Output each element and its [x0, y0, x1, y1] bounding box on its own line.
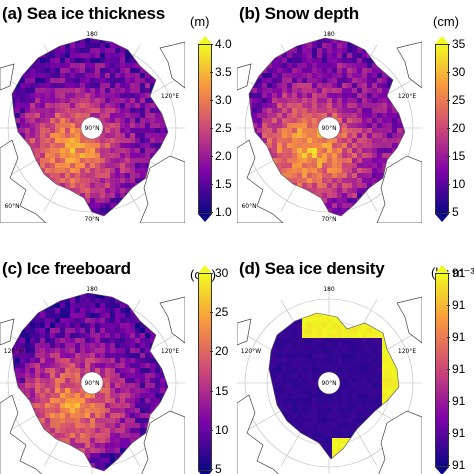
latitude-60n-label: 60°N: [4, 203, 19, 210]
colorbar-max-arrow: [435, 36, 449, 44]
map-panel-b: 90°N 180 120°E 70°N 60°N: [237, 31, 422, 223]
colorbar-tick-label: 30: [452, 65, 466, 79]
meridian-120w-label: 120°W: [241, 348, 261, 355]
colorbar-tick-label: 91: [452, 330, 466, 344]
colorbar-tick-mark: [447, 184, 450, 185]
colorbar-max-arrow: [198, 36, 212, 44]
colorbar-tick-label: 2.5: [215, 121, 232, 135]
meridian-180-label: 180: [323, 286, 335, 293]
pole-label: 90°N: [321, 380, 336, 387]
colorbar-tick-label: 5: [452, 205, 459, 219]
latitude-60n-label: 60°N: [241, 203, 256, 210]
latitude-70n-label: 70°N: [321, 216, 336, 223]
panel-title: (d) Sea ice density: [239, 259, 385, 278]
colorbar-tick-label: 2.0: [215, 149, 232, 163]
colorbar-tick-label: 10: [452, 177, 466, 191]
colorbar-tick-label: 5: [215, 462, 222, 474]
map-panel-a: 90°N 180 120°E 70°N 60°N: [0, 31, 185, 223]
colorbar-gradient: [435, 44, 449, 214]
colorbar-tick-mark: [210, 273, 213, 274]
colorbar-min-arrow: [198, 471, 212, 474]
meridian-180-label: 180: [86, 286, 98, 293]
meridian-120w-label: 120°W: [4, 348, 24, 355]
meridian-120e-label: 120°E: [398, 93, 416, 100]
pole-label: 90°N: [84, 125, 99, 132]
panel-b: (b) Snow depth 90°N 180 120°E 70°N 60°N (cm)…: [237, 0, 474, 237]
colorbar-tick-mark: [210, 390, 213, 392]
colorbar-min-arrow: [198, 214, 212, 222]
colorbar-tick-mark: [447, 100, 450, 101]
meridian-180-label: 180: [86, 31, 98, 38]
colorbar-tick-label: 91: [452, 298, 466, 312]
panel-a: (a) Sea ice thickness 90°N 180 120°E 70°N 60…: [0, 0, 237, 237]
panel-title: (c) Ice freeboard: [2, 259, 131, 278]
colorbar-min-arrow: [435, 214, 449, 222]
colorbar-tick-label: 91: [452, 426, 466, 440]
colorbar-tick-mark: [210, 351, 213, 353]
colorbar-max-arrow: [198, 265, 212, 273]
colorbar-tick-mark: [447, 128, 450, 129]
colorbar-tick-mark: [210, 184, 213, 185]
colorbar-tick-label: 30: [215, 266, 229, 280]
meridian-180-label: 180: [323, 31, 335, 38]
colorbar-tick-mark: [447, 44, 450, 45]
colorbar-tick-label: 10: [215, 422, 229, 437]
colorbar-tick-label: 3.5: [215, 65, 232, 79]
colorbar-tick-mark: [447, 401, 450, 402]
colorbar-tick-mark: [210, 429, 213, 431]
colorbar-tick-mark: [447, 337, 450, 338]
panel-title: (b) Snow depth: [239, 4, 359, 23]
colorbar-tick-mark: [447, 212, 450, 213]
colorbar-tick-mark: [210, 156, 213, 157]
meridian-120e-label: 120°E: [161, 348, 179, 355]
colorbar-tick-label: 91: [452, 266, 466, 280]
colorbar-tick-mark: [210, 44, 213, 45]
colorbar-tick-label: 25: [215, 305, 229, 320]
colorbar-tick-mark: [447, 433, 450, 434]
colorbar-tick-mark: [210, 100, 213, 101]
colorbar-tick-label: 91: [452, 458, 466, 472]
colorbar-tick-label: 4.0: [215, 37, 232, 51]
colorbar-tick-mark: [447, 369, 450, 370]
colorbar-tick-label: 1.5: [215, 177, 232, 191]
colorbar-tick-mark: [210, 469, 213, 470]
meridian-120e-label: 120°E: [398, 348, 416, 355]
colorbar-tick-mark: [210, 312, 213, 314]
colorbar-gradient: [435, 273, 449, 467]
meridian-120e-label: 120°E: [161, 93, 179, 100]
colorbar-unit: (cm): [433, 14, 459, 29]
colorbar-tick-label: 15: [215, 383, 229, 398]
colorbar-tick-label: 1.0: [215, 205, 232, 219]
colorbar-tick-mark: [447, 72, 450, 73]
colorbar-tick-label: 20: [215, 344, 229, 359]
colorbar-tick-mark: [210, 72, 213, 73]
colorbar-tick-label: 91: [452, 394, 466, 408]
colorbar-gradient: [198, 44, 212, 214]
latitude-70n-label: 70°N: [84, 216, 99, 223]
colorbar-max-arrow: [435, 265, 449, 273]
colorbar-gradient: [198, 273, 212, 471]
colorbar-tick-mark: [447, 465, 450, 466]
colorbar-tick-mark: [447, 156, 450, 157]
colorbar-tick-mark: [447, 305, 450, 306]
panel-title: (a) Sea ice thickness: [2, 4, 166, 23]
colorbar-tick-label: 91: [452, 362, 466, 376]
colorbar-tick-label: 3.0: [215, 93, 232, 107]
map-panel-c: 90°N 180 120°E 120°W: [0, 286, 185, 474]
colorbar-tick-label: 25: [452, 93, 466, 107]
pole-label: 90°N: [84, 380, 99, 387]
colorbar-tick-mark: [447, 273, 450, 274]
colorbar-tick-mark: [210, 128, 213, 129]
map-panel-d: 90°N 180 120°E 120°W: [237, 286, 422, 474]
colorbar-min-arrow: [435, 467, 449, 474]
colorbar-tick-label: 15: [452, 149, 466, 163]
colorbar-tick-mark: [210, 212, 213, 213]
pole-label: 90°N: [321, 125, 336, 132]
colorbar-unit: (m): [190, 14, 210, 29]
colorbar-tick-label: 20: [452, 121, 466, 135]
colorbar-tick-label: 35: [452, 37, 466, 51]
